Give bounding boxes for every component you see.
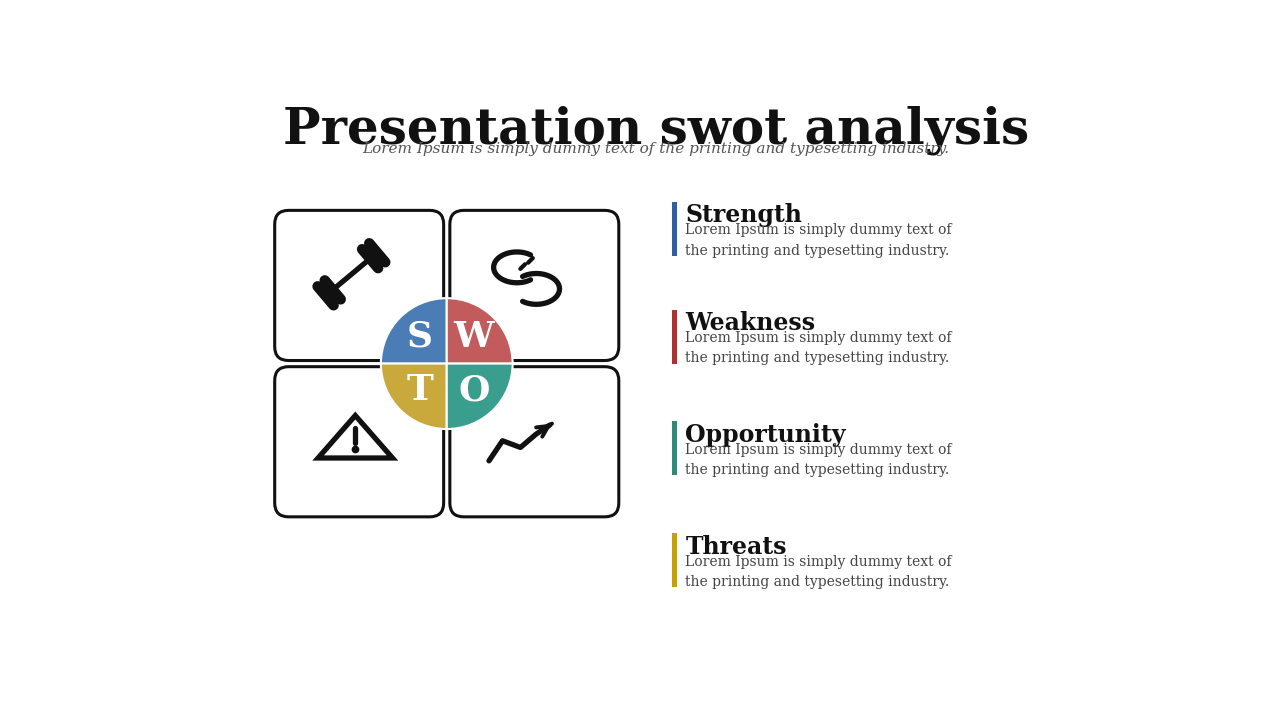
Text: Weakness: Weakness — [686, 311, 815, 336]
Text: W: W — [453, 320, 494, 354]
Bar — [672, 533, 677, 587]
Wedge shape — [447, 364, 512, 429]
FancyBboxPatch shape — [275, 210, 444, 361]
Wedge shape — [381, 298, 447, 364]
Text: Threats: Threats — [686, 534, 787, 559]
Wedge shape — [381, 364, 447, 429]
FancyBboxPatch shape — [449, 210, 618, 361]
Text: Lorem Ipsum is simply dummy text of
the printing and typesetting industry.: Lorem Ipsum is simply dummy text of the … — [686, 443, 952, 477]
Text: Opportunity: Opportunity — [686, 423, 846, 447]
Text: Lorem Ipsum is simply dummy text of
the printing and typesetting industry.: Lorem Ipsum is simply dummy text of the … — [686, 554, 952, 589]
Wedge shape — [447, 298, 512, 364]
Text: O: O — [458, 374, 489, 408]
FancyBboxPatch shape — [449, 366, 618, 517]
Text: Presentation swot analysis: Presentation swot analysis — [283, 106, 1029, 155]
Text: T: T — [406, 374, 433, 408]
Bar — [672, 421, 677, 475]
Text: S: S — [407, 320, 433, 354]
Text: Lorem Ipsum is simply dummy text of
the printing and typesetting industry.: Lorem Ipsum is simply dummy text of the … — [686, 331, 952, 365]
Bar — [672, 202, 677, 256]
FancyBboxPatch shape — [275, 366, 444, 517]
Text: Lorem Ipsum is simply dummy text of
the printing and typesetting industry.: Lorem Ipsum is simply dummy text of the … — [686, 223, 952, 258]
Bar — [672, 310, 677, 364]
Text: Strength: Strength — [686, 204, 803, 228]
Text: Lorem Ipsum is simply dummy text of the printing and typesetting industry.: Lorem Ipsum is simply dummy text of the … — [362, 142, 950, 156]
